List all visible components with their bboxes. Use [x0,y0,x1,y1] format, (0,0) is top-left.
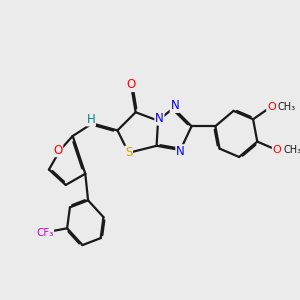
Text: CH₃: CH₃ [278,102,296,112]
Text: CH₃: CH₃ [283,145,300,155]
Text: O: O [127,78,136,91]
Text: O: O [53,143,62,157]
Text: N: N [155,112,164,125]
Text: H: H [86,113,95,126]
Text: O: O [272,145,281,155]
Text: CF₃: CF₃ [36,227,53,238]
Text: O: O [267,102,276,112]
Text: N: N [176,145,185,158]
Text: N: N [170,99,179,112]
Text: S: S [125,146,132,159]
